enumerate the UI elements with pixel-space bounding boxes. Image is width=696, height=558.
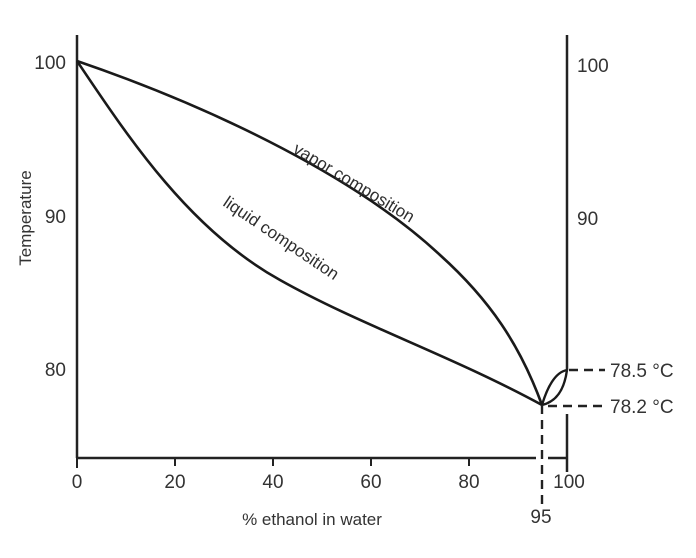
y-axis-title: Temperature: [16, 170, 35, 265]
x-tick-100: 100: [553, 472, 585, 493]
x-tick-20: 20: [164, 472, 185, 493]
liquid-curve-label: liquid composition: [220, 193, 343, 284]
right-y-tick-90: 90: [577, 209, 598, 230]
x-tick-40: 40: [262, 472, 283, 493]
y-tick-100: 100: [34, 53, 66, 74]
y-tick-90: 90: [45, 207, 66, 228]
y-tick-80: 80: [45, 360, 66, 381]
azeotrope-upper-curve: [540, 368, 568, 406]
x-tick-60: 60: [360, 472, 381, 493]
x-ticks: [76, 458, 568, 468]
azeotrope-lower-curve: [541, 369, 569, 407]
vapor-curve-label: vapor composition: [290, 139, 418, 226]
x-tick-80: 80: [458, 472, 479, 493]
right-y-tick-100: 100: [577, 56, 609, 77]
x-axis-title: % ethanol in water: [242, 510, 382, 529]
vapor-composition-curve: [76, 59, 544, 406]
azeotrope-bp-label: 78.2 °C: [610, 397, 674, 418]
liquid-composition-curve: [75, 60, 543, 407]
ethanol-bp-label: 78.5 °C: [610, 361, 674, 382]
x-marker-95: 95: [530, 507, 551, 528]
x-tick-0: 0: [72, 472, 83, 493]
